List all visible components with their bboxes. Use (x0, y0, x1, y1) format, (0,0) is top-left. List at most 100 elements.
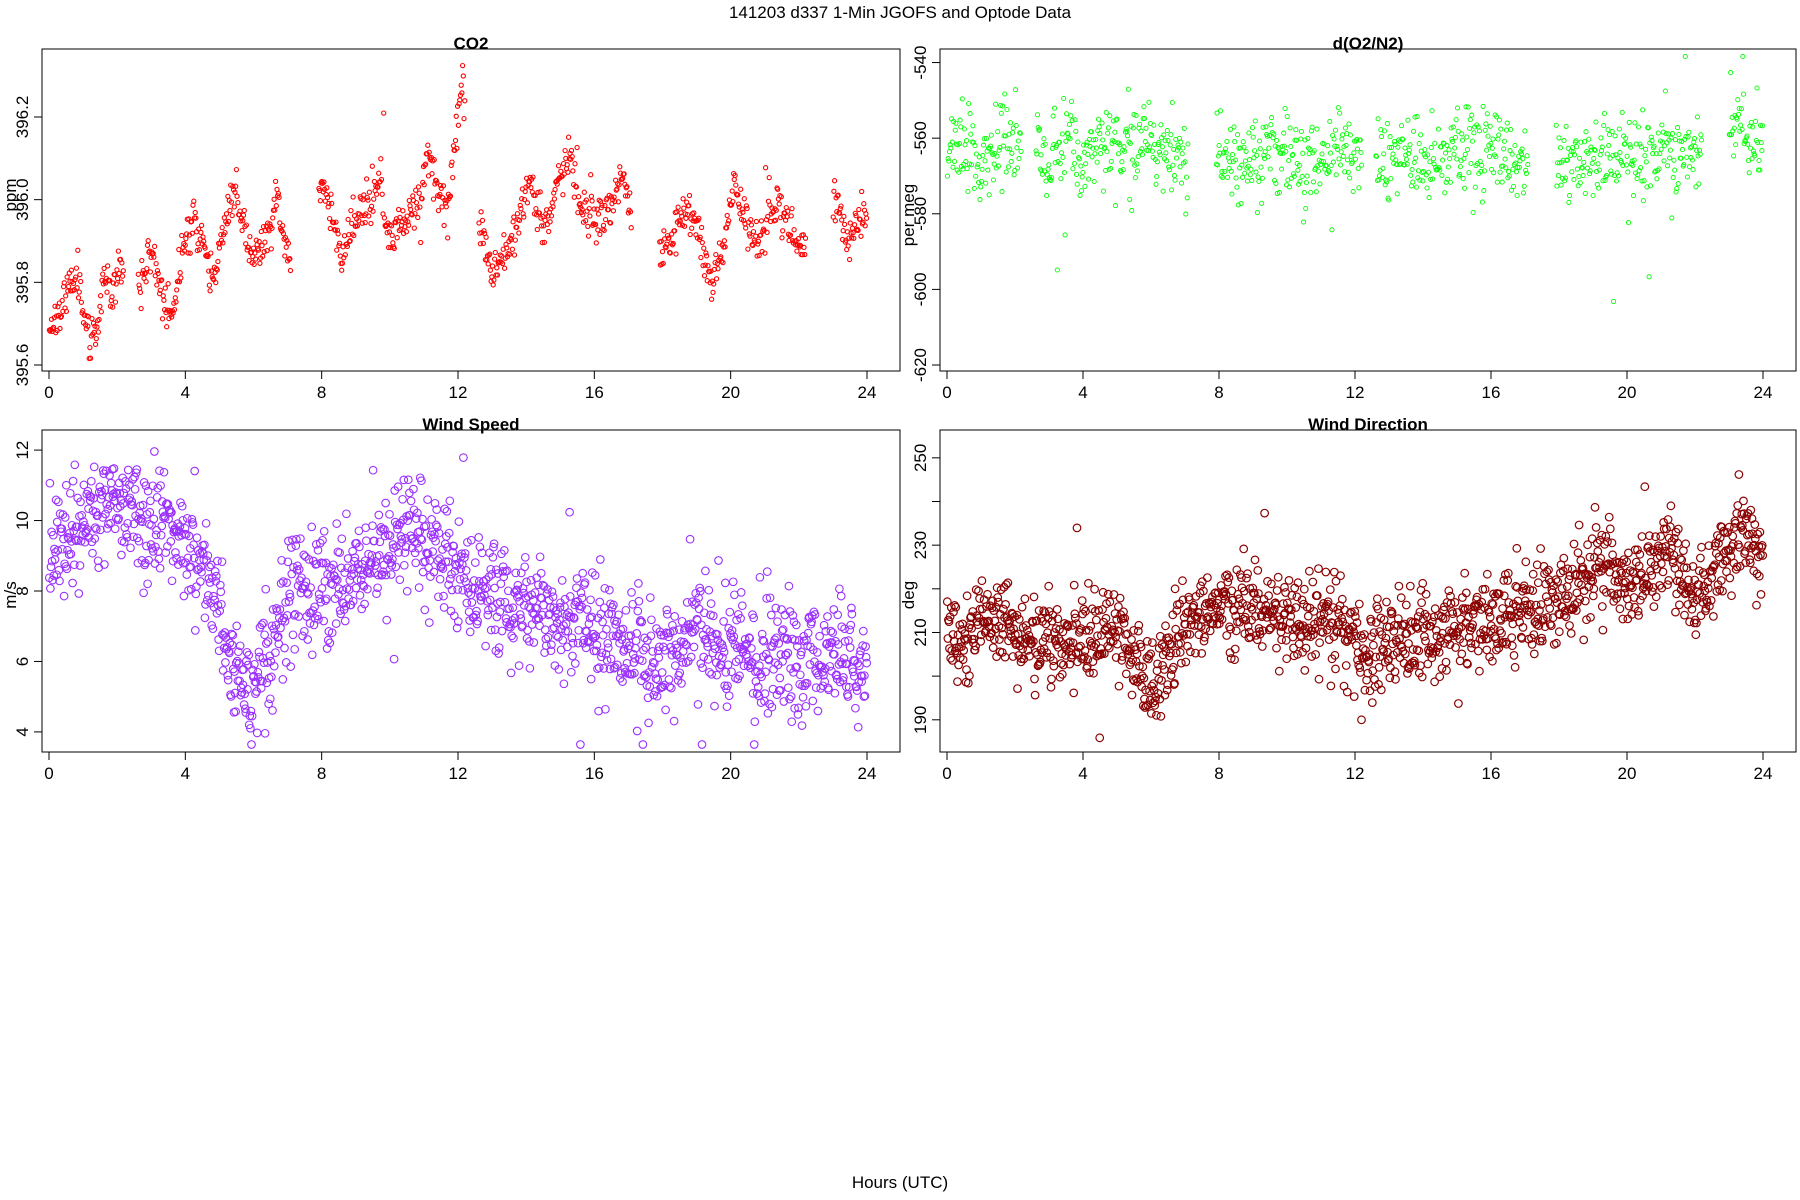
data-point (687, 231, 693, 238)
data-point (1247, 172, 1253, 178)
data-point (1523, 167, 1529, 173)
data-point (144, 242, 151, 248)
data-point (159, 277, 165, 283)
data-point (172, 295, 178, 301)
data-point (1482, 569, 1492, 579)
data-point (1320, 158, 1326, 165)
data-point (499, 546, 509, 555)
data-point (984, 148, 990, 154)
data-point (608, 631, 618, 641)
data-point (1090, 137, 1097, 143)
data-point (332, 227, 338, 233)
data-point (1656, 559, 1666, 568)
data-point (1625, 220, 1632, 226)
data-point (999, 604, 1008, 614)
data-point (1149, 679, 1158, 688)
data-point (837, 659, 847, 669)
data-point (978, 178, 984, 184)
data-point (1750, 148, 1756, 154)
data-point (1182, 159, 1188, 165)
data-point (1132, 175, 1138, 181)
data-point (1420, 169, 1427, 175)
data-point (851, 681, 861, 691)
data-point (1453, 699, 1463, 708)
data-point (1094, 159, 1100, 165)
data-point (1402, 145, 1408, 151)
data-point (1217, 108, 1224, 114)
data-point (1181, 608, 1191, 618)
data-point (1054, 267, 1060, 273)
data-point (1688, 562, 1698, 571)
data-point (973, 151, 979, 157)
data-point (1423, 659, 1433, 669)
data-point (958, 655, 968, 664)
data-point (1392, 141, 1398, 148)
data-point (511, 568, 521, 578)
data-point (141, 481, 151, 491)
data-point (389, 232, 395, 239)
data-point (1309, 124, 1315, 130)
data-point (1405, 581, 1415, 591)
data-point (1029, 592, 1039, 602)
data-point (1607, 538, 1617, 548)
data-point (271, 620, 281, 630)
data-point (1239, 162, 1245, 168)
data-point (732, 172, 738, 179)
data-point (996, 147, 1002, 153)
x-tick-label: 12 (1346, 383, 1365, 402)
data-point (1597, 602, 1607, 611)
data-point (858, 233, 864, 239)
data-point (1388, 176, 1394, 182)
data-point (632, 726, 642, 736)
data-point (1266, 579, 1276, 589)
data-point (216, 245, 223, 251)
data-point (697, 620, 706, 630)
data-point (114, 267, 120, 273)
data-point (201, 600, 210, 609)
data-point (1010, 612, 1020, 622)
data-point (189, 540, 198, 550)
data-point (90, 320, 97, 326)
data-point (1615, 604, 1625, 614)
data-point (209, 591, 218, 601)
data-point (722, 702, 732, 712)
data-point (188, 520, 198, 529)
data-point (1278, 599, 1288, 608)
data-point (1141, 685, 1150, 695)
data-point (1407, 142, 1413, 148)
data-point (1745, 558, 1755, 568)
data-point (1309, 606, 1319, 616)
data-point (1041, 136, 1047, 142)
data-point (830, 688, 840, 698)
data-point (421, 521, 431, 531)
data-point (949, 607, 958, 617)
data-point (1223, 577, 1233, 587)
data-point (1349, 159, 1356, 165)
data-point (1108, 165, 1114, 172)
data-point (1574, 166, 1580, 172)
data-point (151, 254, 157, 260)
data-point (1170, 584, 1180, 594)
data-point (595, 211, 602, 217)
data-point (522, 577, 531, 587)
data-point (622, 193, 629, 199)
data-point (1696, 147, 1703, 153)
data-point (1308, 189, 1314, 196)
data-point (532, 192, 538, 199)
data-point (627, 588, 636, 597)
data-point (520, 562, 530, 572)
panel-wind-speed-points (44, 447, 872, 749)
data-point (487, 251, 493, 257)
data-point (434, 528, 444, 538)
data-point (527, 620, 537, 629)
data-point (775, 186, 781, 192)
data-point (590, 632, 599, 642)
data-point (98, 309, 104, 315)
data-point (1439, 602, 1449, 612)
data-point (162, 285, 168, 291)
data-point (848, 667, 858, 677)
data-point (1280, 582, 1289, 592)
data-point (737, 601, 747, 611)
data-point (732, 615, 741, 625)
data-point (705, 627, 715, 636)
